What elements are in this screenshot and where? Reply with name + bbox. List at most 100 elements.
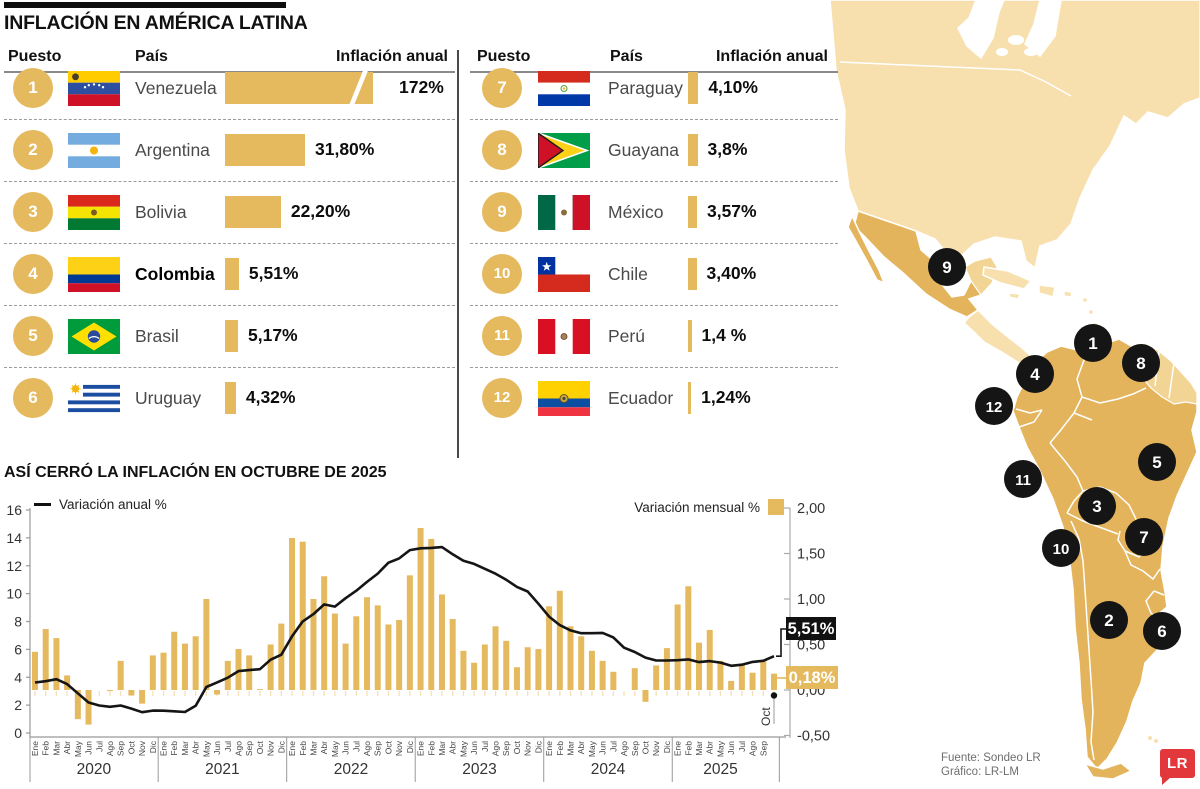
svg-text:2023: 2023 xyxy=(462,761,496,778)
map-marker-guayana: 8 xyxy=(1122,344,1160,382)
svg-text:2: 2 xyxy=(1104,611,1113,630)
header-value-left: Inflación anual xyxy=(335,48,448,65)
country-name: Uruguay xyxy=(135,388,202,408)
svg-text:Mar: Mar xyxy=(180,741,190,756)
map-marker-argentina: 2 xyxy=(1090,601,1128,639)
table-row: 6 Uruguay 4,32% xyxy=(0,367,840,429)
svg-text:May: May xyxy=(587,740,597,757)
map-marker-brasil: 5 xyxy=(1138,443,1176,481)
rank-badge: 4 xyxy=(13,254,53,294)
page-title: INFLACIÓN EN AMÉRICA LATINA xyxy=(4,12,308,34)
colombia-flag-icon xyxy=(68,256,120,292)
brasil-flag-icon xyxy=(68,318,120,354)
source-line: Fuente: Sondeo LR xyxy=(941,752,1041,764)
legend-monthly: Variación mensual % xyxy=(600,499,784,515)
svg-text:Jul: Jul xyxy=(223,741,233,752)
svg-text:Abr: Abr xyxy=(62,741,72,754)
svg-text:Nov: Nov xyxy=(651,740,661,756)
inflation-value: 172% xyxy=(399,77,444,97)
svg-text:Jul: Jul xyxy=(351,741,361,752)
inflation-bar xyxy=(225,71,373,105)
table-row: 12 Ecuador 1,24% xyxy=(0,367,840,429)
svg-text:May: May xyxy=(715,740,725,757)
country-name: Chile xyxy=(608,264,648,284)
table-row: 3 Bolivia 22,20% xyxy=(0,181,840,243)
svg-text:Mar: Mar xyxy=(51,741,61,756)
svg-text:Oct: Oct xyxy=(255,740,265,754)
table-row: 8 Guayana 3,8% xyxy=(0,119,840,181)
svg-text:Dic: Dic xyxy=(662,740,672,753)
chart-title: ASÍ CERRÓ LA INFLACIÓN EN OCTUBRE DE 202… xyxy=(4,464,387,481)
svg-text:Ene: Ene xyxy=(673,741,683,756)
country-name: Colombia xyxy=(135,264,215,284)
country-name: México xyxy=(608,202,664,222)
svg-text:Oct: Oct xyxy=(126,740,136,754)
svg-text:12: 12 xyxy=(986,399,1003,416)
svg-text:10: 10 xyxy=(1053,541,1070,558)
rank-badge: 6 xyxy=(13,378,53,418)
svg-text:Jun: Jun xyxy=(84,741,94,755)
svg-text:Feb: Feb xyxy=(555,741,565,756)
row-separator xyxy=(470,367,838,368)
country-name: Ecuador xyxy=(608,388,674,408)
svg-text:Jun: Jun xyxy=(341,741,351,755)
north-america xyxy=(829,0,1200,270)
lr-logo: LR xyxy=(1160,749,1195,785)
inflation-bar xyxy=(225,320,238,352)
country-name: Paraguay xyxy=(608,78,683,98)
peru-flag-icon xyxy=(538,318,590,354)
svg-text:Feb: Feb xyxy=(426,741,436,756)
map-marker-méxico: 9 xyxy=(928,248,966,286)
inflation-value: 5,17% xyxy=(248,325,298,345)
country-name: Bolivia xyxy=(135,202,187,222)
row-separator xyxy=(470,181,838,182)
row-separator xyxy=(4,305,455,306)
svg-text:0: 0 xyxy=(14,725,22,741)
svg-text:Mar: Mar xyxy=(437,741,447,756)
country-name: Brasil xyxy=(135,326,179,346)
svg-text:Abr: Abr xyxy=(191,741,201,754)
svg-text:Ago: Ago xyxy=(619,741,629,756)
rank-badge: 5 xyxy=(13,316,53,356)
svg-text:Sep: Sep xyxy=(244,741,254,756)
table-row: 2 Argentina 31,80% xyxy=(0,119,840,181)
table-row: 9 México 3,57% xyxy=(0,181,840,243)
svg-text:Jun: Jun xyxy=(469,741,479,755)
header-rank-left: Puesto xyxy=(8,48,62,65)
svg-text:Mar: Mar xyxy=(566,741,576,756)
svg-text:Sep: Sep xyxy=(501,741,511,756)
map-marker-uruguay: 6 xyxy=(1143,612,1181,650)
svg-text:2: 2 xyxy=(14,697,22,713)
monthly-callout xyxy=(786,666,838,689)
svg-text:Abr: Abr xyxy=(705,741,715,754)
svg-text:5,51%: 5,51% xyxy=(788,620,835,638)
svg-text:10: 10 xyxy=(6,586,22,602)
central-america-caribbean xyxy=(962,266,1097,370)
rank-badge: 3 xyxy=(13,192,53,232)
svg-text:1,00: 1,00 xyxy=(797,592,825,608)
map-marker-ecuador: 12 xyxy=(975,387,1013,425)
map-marker-perú: 11 xyxy=(1004,460,1042,498)
svg-text:Mar: Mar xyxy=(694,741,704,756)
guyana-flag-icon xyxy=(538,132,590,168)
svg-text:Dic: Dic xyxy=(276,740,286,753)
svg-text:2022: 2022 xyxy=(334,761,368,778)
table-row: 10 Chile 3,40% xyxy=(0,243,840,305)
svg-text:Feb: Feb xyxy=(298,741,308,756)
annotations: Oct 5,51% 0,18% xyxy=(759,617,838,726)
svg-text:Ene: Ene xyxy=(30,741,40,756)
inflation-value: 31,80% xyxy=(315,139,375,159)
bolivia-flag-icon xyxy=(68,194,120,230)
svg-text:Abr: Abr xyxy=(319,741,329,754)
svg-text:Ago: Ago xyxy=(233,741,243,756)
svg-text:Jun: Jun xyxy=(212,741,222,755)
svg-text:11: 11 xyxy=(1015,472,1031,489)
annual-line xyxy=(34,545,775,714)
svg-text:Ago: Ago xyxy=(105,741,115,756)
inflation-value: 3,40% xyxy=(706,263,757,283)
inflation-value: 3,57% xyxy=(706,201,757,221)
svg-text:Sep: Sep xyxy=(630,741,640,756)
svg-text:Ago: Ago xyxy=(748,741,758,756)
